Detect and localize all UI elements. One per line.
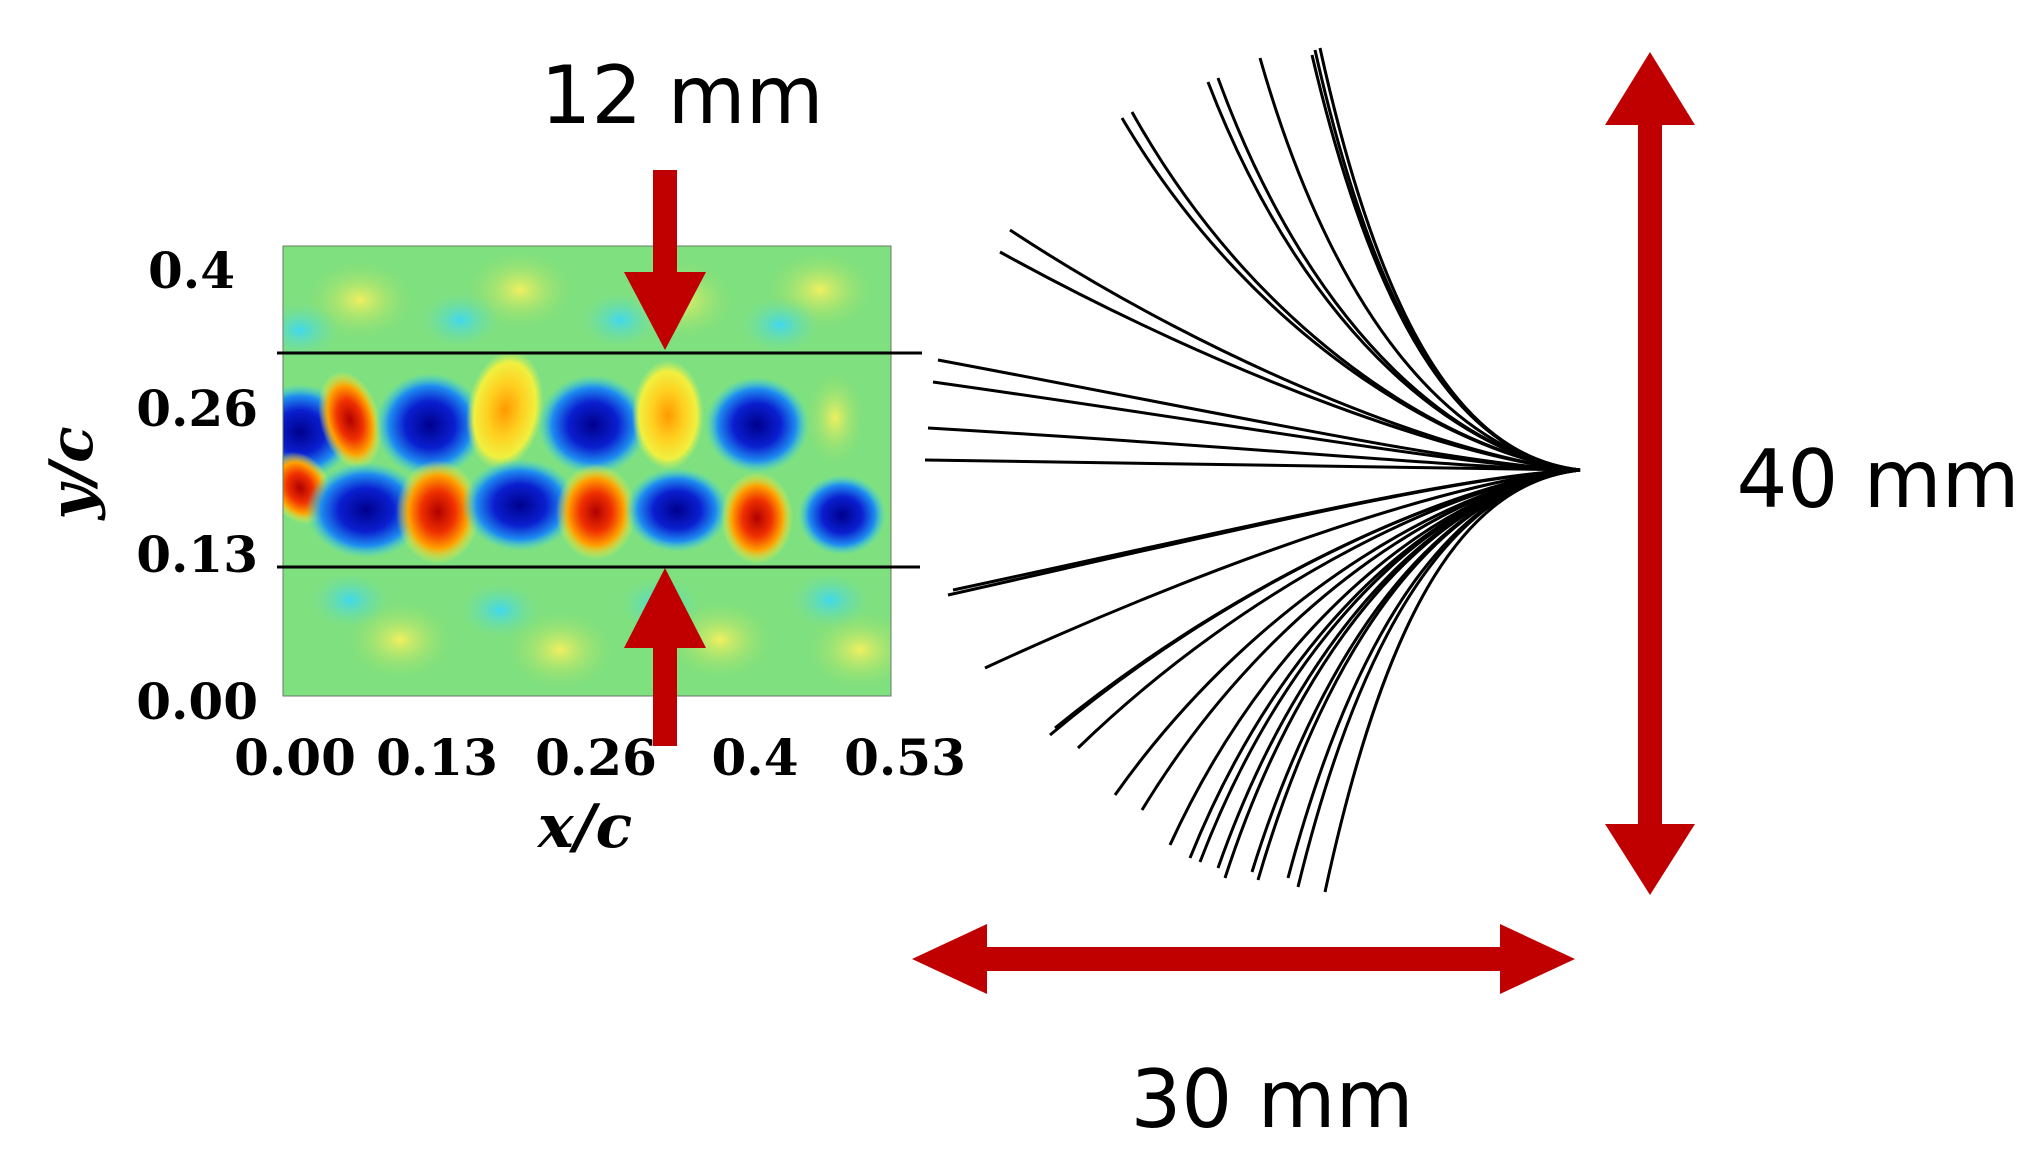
y-axis-label: y/c xyxy=(37,426,107,521)
filament-line xyxy=(952,468,1581,592)
upper-arrow-head xyxy=(624,272,706,350)
lower-wake-arrow xyxy=(624,568,706,746)
wake-width-label: 12 mm xyxy=(540,49,823,142)
y-tick-0.13: 0.13 xyxy=(136,525,258,584)
filament-line xyxy=(999,250,1581,472)
lower-arrow-shaft xyxy=(653,640,677,746)
filament-line xyxy=(1216,77,1581,472)
vortex-positive xyxy=(396,460,480,564)
field-texture xyxy=(460,582,540,638)
vortex-negative xyxy=(625,468,729,552)
x-tick-0.4: 0.4 xyxy=(712,728,799,787)
width-arrow-left-head xyxy=(912,924,987,994)
filament-line xyxy=(1206,81,1581,472)
field-texture xyxy=(505,610,615,690)
vortex-negative xyxy=(462,459,578,551)
y-tick-labels: 0.4 0.26 0.13 0.00 xyxy=(136,241,258,731)
vortex-positive xyxy=(466,350,544,470)
filament-line xyxy=(932,380,1581,472)
x-tick-0.26: 0.26 xyxy=(535,728,657,787)
vortex-positive xyxy=(318,371,382,469)
filament-line xyxy=(924,458,1581,472)
field-texture xyxy=(580,292,660,348)
vorticity-field xyxy=(283,246,891,696)
field-texture xyxy=(740,297,820,353)
y-tick-0.00: 0.00 xyxy=(136,672,258,731)
field-texture xyxy=(310,572,390,628)
vortex-positive xyxy=(556,464,636,560)
field-texture xyxy=(790,572,870,628)
x-axis-label: x/c xyxy=(536,792,632,862)
width-arrow-shaft xyxy=(975,947,1515,971)
filament-line xyxy=(984,468,1581,670)
width-arrow-right-head xyxy=(1500,924,1575,994)
height-arrow-top-head xyxy=(1605,52,1695,125)
upper-wake-arrow xyxy=(624,170,706,350)
vortex-positive xyxy=(721,472,793,564)
filament-line xyxy=(1054,468,1581,730)
field-texture xyxy=(420,292,500,348)
width-label: 30 mm xyxy=(1130,1053,1413,1146)
y-tick-0.4: 0.4 xyxy=(148,241,235,300)
field-texture xyxy=(805,610,891,690)
vortex-negative xyxy=(306,462,426,558)
filament-line xyxy=(1323,468,1581,893)
filament-line xyxy=(1120,117,1581,472)
height-arrow-bottom-head xyxy=(1605,824,1695,895)
vortex-positive xyxy=(805,370,865,466)
vortex-negative xyxy=(538,375,648,475)
x-tick-0.13: 0.13 xyxy=(376,728,498,787)
x-tick-0.53: 0.53 xyxy=(844,728,966,787)
filament-fan xyxy=(924,47,1581,893)
height-label: 40 mm xyxy=(1736,433,2019,526)
field-frame xyxy=(282,245,892,697)
vortex-negative xyxy=(798,475,886,555)
height-arrow-shaft xyxy=(1638,120,1662,832)
field-texture xyxy=(283,302,340,358)
vortex-positive xyxy=(632,360,704,470)
x-tick-0.00: 0.00 xyxy=(234,728,356,787)
vortex-negative xyxy=(375,373,485,477)
width-double-arrow xyxy=(912,924,1575,994)
upper-arrow-shaft xyxy=(653,170,677,280)
x-tick-labels: 0.00 0.13 0.26 0.4 0.53 xyxy=(234,728,966,787)
height-double-arrow xyxy=(1605,52,1695,895)
lower-arrow-head xyxy=(624,568,706,648)
y-tick-0.26: 0.26 xyxy=(136,379,258,438)
vortex-negative xyxy=(705,377,809,473)
